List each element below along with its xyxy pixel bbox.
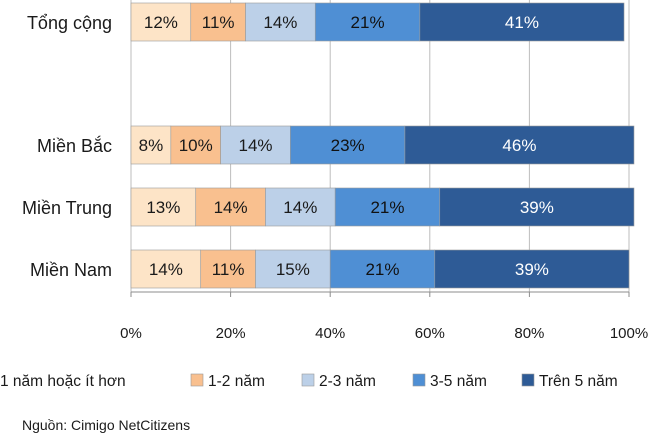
- data-label: 14%: [263, 13, 297, 32]
- data-label: 12%: [144, 13, 178, 32]
- bar-segment: [265, 187, 336, 227]
- data-label: 41%: [505, 13, 539, 32]
- data-label: 21%: [351, 13, 385, 32]
- x-tick-label: 0%: [120, 325, 142, 342]
- bar-segment: [334, 187, 441, 227]
- data-label: 11%: [212, 260, 245, 279]
- bar-segment: [290, 125, 406, 165]
- x-tick-label: 100%: [610, 325, 648, 342]
- category-label: Miền Bắc: [37, 135, 112, 156]
- legend-label: 1-2 năm: [208, 373, 265, 390]
- data-label: 23%: [331, 136, 365, 155]
- legend-label: Trên 5 năm: [539, 373, 618, 390]
- x-tick-label: 20%: [216, 325, 246, 342]
- legend-swatch: [301, 373, 315, 387]
- data-label: 15%: [276, 260, 310, 279]
- legend-label: 3-5 năm: [430, 373, 487, 390]
- bar-segment: [170, 125, 221, 165]
- bar-segment: [255, 249, 331, 289]
- bar-segment: [419, 2, 625, 42]
- data-label: 14%: [149, 260, 183, 279]
- data-label: 14%: [214, 198, 248, 217]
- bar-segment: [130, 125, 172, 165]
- legend-swatch: [412, 373, 426, 387]
- legend-label: 1 năm hoặc ít hơn: [0, 373, 126, 390]
- data-label: 14%: [283, 198, 317, 217]
- data-label: 8%: [139, 136, 164, 155]
- legend-swatch: [521, 373, 535, 387]
- bar-segment: [200, 249, 256, 289]
- source-note: Nguồn: Cimigo NetCitizens: [22, 417, 191, 433]
- data-label: 46%: [502, 136, 536, 155]
- bar-segment: [195, 187, 266, 227]
- data-label: 21%: [370, 198, 404, 217]
- data-label: 10%: [179, 136, 213, 155]
- x-tick-label: 60%: [415, 325, 445, 342]
- data-label: 11%: [202, 13, 235, 32]
- bar-segment: [130, 2, 192, 42]
- data-label: 13%: [146, 198, 180, 217]
- category-label: Miền Nam: [30, 260, 112, 280]
- category-labels: Tổng cộng Miền Bắc Miền Trung Miền Nam: [22, 13, 112, 280]
- category-label: Miền Trung: [22, 198, 112, 218]
- legend: 1 năm hoặc ít hơn 1-2 năm 2-3 năm 3-5 năm Tr…: [0, 373, 618, 390]
- bar-segment: [130, 187, 197, 227]
- bar-segment: [439, 187, 635, 227]
- bar-segment: [220, 125, 291, 165]
- bar-segment: [314, 2, 421, 42]
- x-tick-label: 80%: [514, 325, 544, 342]
- bar-segment: [404, 125, 635, 165]
- data-label: 14%: [238, 136, 272, 155]
- bars: 12% 11% 14% 21% 41% 8% 10% 14% 23% 46% 13% 14% 14% 21…: [130, 2, 635, 289]
- category-label: Tổng cộng: [27, 13, 112, 33]
- data-label: 39%: [515, 260, 549, 279]
- legend-label: 2-3 năm: [319, 373, 376, 390]
- data-label: 39%: [520, 198, 554, 217]
- legend-swatch: [190, 373, 204, 387]
- bar-segment: [434, 249, 630, 289]
- x-axis: 0% 20% 40% 60% 80% 100%: [120, 291, 648, 342]
- x-tick-label: 40%: [315, 325, 345, 342]
- data-label: 21%: [365, 260, 399, 279]
